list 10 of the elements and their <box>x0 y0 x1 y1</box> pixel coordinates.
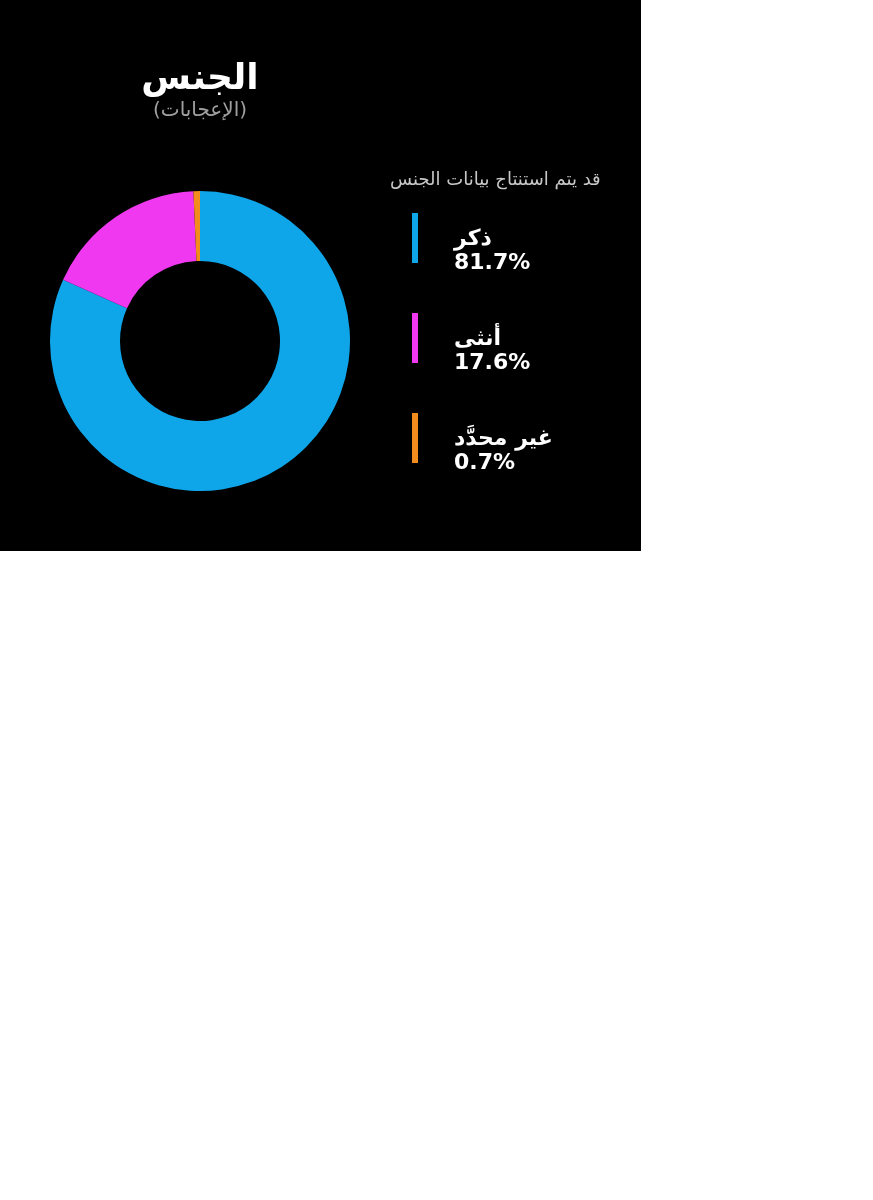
legend-label: غير محدَّد <box>454 424 553 451</box>
donut-slice <box>50 191 350 491</box>
legend-label: ذكر <box>453 225 492 251</box>
donut-slice <box>63 191 197 309</box>
chart-title: الجنس <box>141 56 259 97</box>
data-label: 17.6% <box>454 349 531 374</box>
legend-title: قد يتم استنتاج بيانات الجنس <box>390 168 601 190</box>
donut-slice <box>193 191 200 262</box>
legend-label: أنثى <box>454 322 502 350</box>
chart-subtitle: (الإعجابات) <box>152 97 248 121</box>
